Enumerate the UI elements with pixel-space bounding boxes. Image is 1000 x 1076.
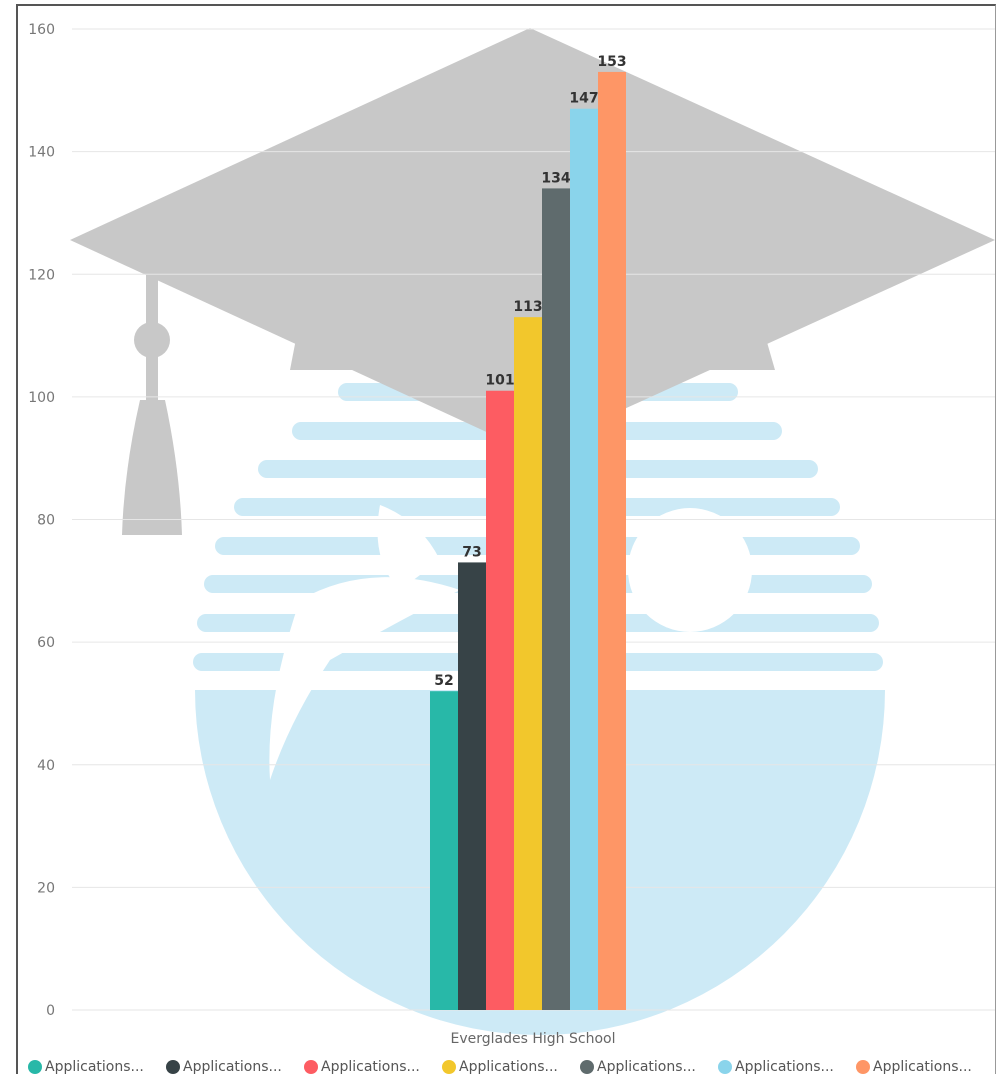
y-tick-label: 60 xyxy=(37,635,55,651)
data-label: 113 xyxy=(513,299,542,315)
bar[interactable] xyxy=(542,188,570,1011)
bars xyxy=(430,71,626,1011)
legend-item[interactable]: Applications... xyxy=(718,1059,856,1075)
legend-swatch xyxy=(442,1060,456,1074)
legend-swatch xyxy=(856,1060,870,1074)
legend: Applications... Applications... Applicatio… xyxy=(28,1058,1000,1076)
data-label: 134 xyxy=(541,170,570,186)
y-tick-label: 40 xyxy=(37,758,55,774)
y-tick-label: 80 xyxy=(37,513,55,529)
bar[interactable] xyxy=(458,562,486,1010)
bar[interactable] xyxy=(514,317,542,1010)
legend-label: Applications... xyxy=(183,1059,282,1075)
data-label: 52 xyxy=(434,673,453,689)
data-label: 147 xyxy=(569,91,598,107)
legend-swatch xyxy=(580,1060,594,1074)
data-label: 73 xyxy=(462,544,481,560)
legend-item[interactable]: Applications... xyxy=(580,1059,718,1075)
legend-label: Applications... xyxy=(873,1059,972,1075)
legend-label: Applications... xyxy=(45,1059,144,1075)
y-tick-label: 20 xyxy=(37,880,55,896)
bar[interactable] xyxy=(570,108,598,1011)
legend-label: Applications... xyxy=(597,1059,696,1075)
y-axis-ticks: 0 20 40 60 80 100 120 140 160 xyxy=(28,22,55,1019)
y-tick-label: 120 xyxy=(28,267,55,283)
legend-item[interactable]: Applications... xyxy=(166,1059,304,1075)
bar[interactable] xyxy=(598,71,626,1010)
legend-swatch xyxy=(304,1060,318,1074)
legend-label: Applications... xyxy=(735,1059,834,1075)
legend-label: Applications... xyxy=(459,1059,558,1075)
legend-label: Applications... xyxy=(321,1059,420,1075)
legend-item[interactable]: Applications... xyxy=(442,1059,580,1075)
legend-item[interactable]: Applications... xyxy=(304,1059,442,1075)
legend-swatch xyxy=(166,1060,180,1074)
y-tick-label: 140 xyxy=(28,145,55,161)
legend-swatch xyxy=(718,1060,732,1074)
legend-item[interactable]: Applications... xyxy=(28,1059,166,1075)
legend-swatch xyxy=(28,1060,42,1074)
bar[interactable] xyxy=(430,691,458,1010)
y-tick-label: 0 xyxy=(46,1003,55,1019)
x-category-label: Everglades High School xyxy=(451,1031,616,1047)
data-label: 153 xyxy=(597,54,626,70)
y-tick-label: 160 xyxy=(28,22,55,38)
legend-item[interactable]: Applications... xyxy=(856,1059,994,1075)
data-label: 101 xyxy=(485,373,514,389)
data-labels: 52 73 101 113 134 147 153 xyxy=(434,54,626,689)
bar[interactable] xyxy=(486,390,514,1010)
y-tick-label: 100 xyxy=(28,390,55,406)
